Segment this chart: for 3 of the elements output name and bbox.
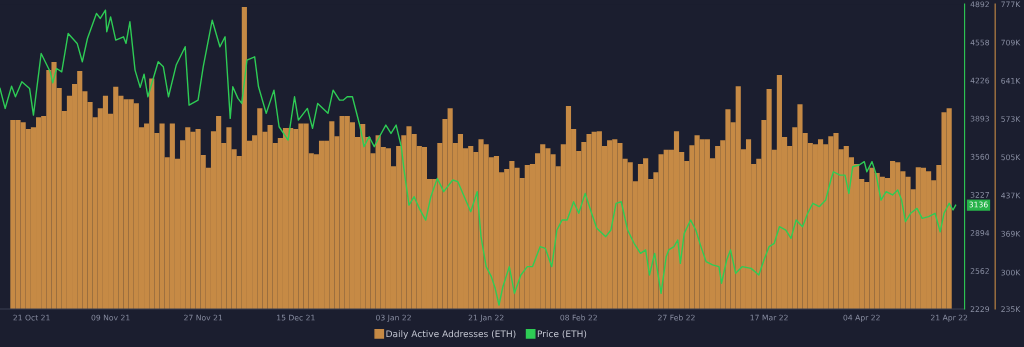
legend-label: Price (ETH) [537,330,587,339]
legend-label: Daily Active Addresses (ETH) [386,330,516,339]
line-series [0,9,957,306]
